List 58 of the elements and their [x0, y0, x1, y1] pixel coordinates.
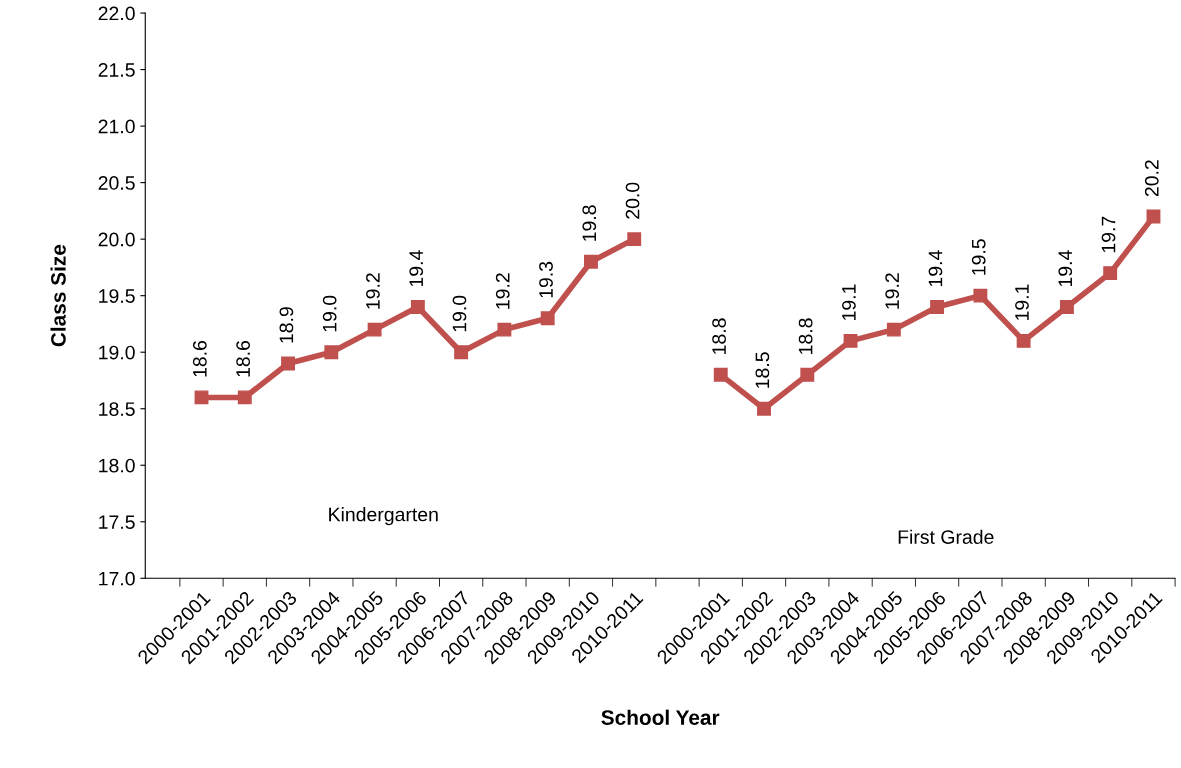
data-label: 19.0: [322, 295, 337, 332]
point: [757, 401, 771, 416]
point: [497, 322, 512, 337]
y-tick-label: 17.0: [99, 571, 135, 586]
annotation: Kindergarten: [329, 507, 438, 526]
data-label: 18.9: [279, 307, 294, 343]
y-tick-label: 18.5: [99, 402, 135, 416]
data-label: 18.6: [236, 340, 250, 377]
data-label: 19.8: [582, 205, 597, 241]
data-label: 20.0: [625, 182, 640, 219]
y-tick-label: 21.0: [98, 119, 135, 134]
annotation: First Grade: [898, 529, 994, 544]
point: [1016, 333, 1031, 348]
data-label: 19.4: [928, 250, 943, 287]
point: [584, 254, 598, 269]
data-label: 19.2: [366, 273, 380, 309]
point: [627, 232, 642, 247]
data-label: 19.0: [452, 295, 467, 332]
y-axis-title: Class Size: [50, 244, 66, 347]
x-axis-title: School Year: [601, 709, 720, 725]
data-label: 18.6: [192, 340, 207, 377]
y-tick-label: 19.5: [99, 289, 135, 303]
data-label: 19.2: [885, 273, 900, 309]
data-label: 19.7: [1101, 216, 1116, 253]
data-label: 20.2: [1144, 160, 1159, 197]
point: [886, 322, 901, 337]
point: [800, 367, 815, 382]
point: [454, 345, 469, 360]
y-tick-label: 22.0: [98, 6, 135, 21]
point: [281, 356, 295, 371]
y-tick-label: 19.0: [99, 345, 135, 360]
point: [843, 333, 858, 348]
data-label: 19.2: [495, 273, 510, 309]
point: [540, 311, 555, 326]
point: [1059, 300, 1074, 314]
y-tick-label: 20.0: [98, 232, 135, 247]
data-label: 18.8: [798, 318, 813, 354]
point: [973, 288, 988, 303]
data-label: 19.1: [842, 284, 856, 320]
data-label: 19.1: [1015, 284, 1029, 320]
point: [1103, 266, 1118, 281]
point: [713, 367, 728, 382]
point: [194, 390, 209, 405]
point: [410, 300, 425, 314]
point: [930, 300, 945, 314]
point: [324, 345, 339, 360]
y-tick-label: 21.5: [98, 63, 135, 77]
point: [367, 322, 382, 337]
point: [237, 390, 252, 405]
y-tick-label: 18.0: [99, 458, 135, 473]
data-label: 19.3: [539, 261, 553, 298]
data-label: 18.5: [755, 352, 770, 388]
data-label: 19.4: [409, 250, 424, 287]
y-tick-label: 20.5: [98, 176, 135, 190]
data-label: 18.8: [712, 318, 726, 354]
y-tick-label: 17.5: [99, 515, 135, 530]
data-label: 19.5: [971, 239, 986, 275]
data-label: 19.4: [1058, 250, 1073, 287]
